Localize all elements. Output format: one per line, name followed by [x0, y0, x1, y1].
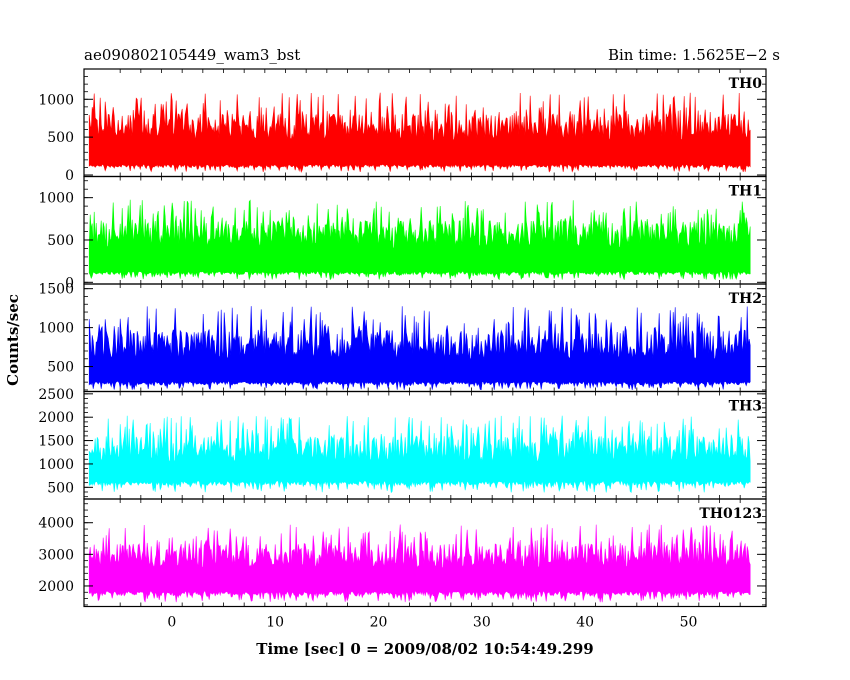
y-tick-label: 1000 [38, 92, 74, 108]
panel-frame [83, 498, 767, 608]
y-tick-label: 0 [65, 275, 74, 291]
y-tick-label: 3000 [38, 547, 74, 563]
y-tick-label: 1000 [38, 191, 74, 207]
y-tick-label: 500 [47, 480, 74, 496]
series-label-th3: TH3 [729, 399, 762, 415]
panel-th2: 500 1000 1500 TH2 [38, 282, 767, 393]
x-tick-label: 40 [576, 615, 594, 631]
series-label-th0: TH0 [729, 76, 763, 92]
series-th1 [88, 199, 751, 281]
y-tick-label: 2000 [38, 410, 74, 426]
x-tick-label: 30 [473, 615, 491, 631]
series-th3 [88, 415, 751, 494]
y-tick-label: 500 [47, 360, 74, 376]
y-tick-label: 1000 [38, 321, 74, 337]
panel-th0: 0 500 1000 TH0 [38, 68, 767, 184]
y-tick-label: 1500 [38, 434, 74, 450]
series-th0123 [88, 524, 751, 603]
series-th0 [88, 92, 751, 173]
series-th2 [88, 306, 751, 391]
y-tick-label: 0 [65, 168, 74, 184]
y-tick-label: 1000 [38, 457, 74, 473]
x-tick-label: 10 [266, 615, 284, 631]
x-tick-label: 20 [370, 615, 388, 631]
x-axis-label: Time [sec] 0 = 2009/08/02 10:54:49.299 [256, 640, 593, 658]
panel-th0123: 2000 3000 4000 TH0123 [38, 498, 767, 608]
y-axis-label: Counts/sec [4, 294, 22, 386]
series-label-th2: TH2 [729, 291, 762, 307]
y-tick-label: 2000 [38, 579, 74, 595]
panel-th3: 500 1000 1500 2000 2500 TH3 [38, 387, 767, 500]
panel-th1: 0 500 1000 TH1 [38, 175, 767, 291]
x-tick-label: 50 [680, 615, 698, 631]
series-label-th1: TH1 [729, 184, 762, 200]
y-tick-label: 4000 [38, 516, 74, 532]
panels-group: 0 500 1000 TH0 0 500 1000 TH1 500 1000 1500 TH2 500 1… [38, 68, 767, 608]
series-label-th0123: TH0123 [699, 506, 762, 522]
y-tick-label: 500 [47, 233, 74, 249]
y-tick-label: 500 [47, 130, 74, 146]
y-tick-label: 2500 [38, 387, 74, 403]
chart-title-right: Bin time: 1.5625E−2 s [608, 46, 780, 64]
y-tick-label: 1500 [38, 282, 74, 298]
x-tick-label: 0 [167, 615, 176, 631]
chart-title-left: ae090802105449_wam3_bst [84, 46, 300, 64]
x-axis: 0 10 20 30 40 50 [167, 615, 697, 631]
